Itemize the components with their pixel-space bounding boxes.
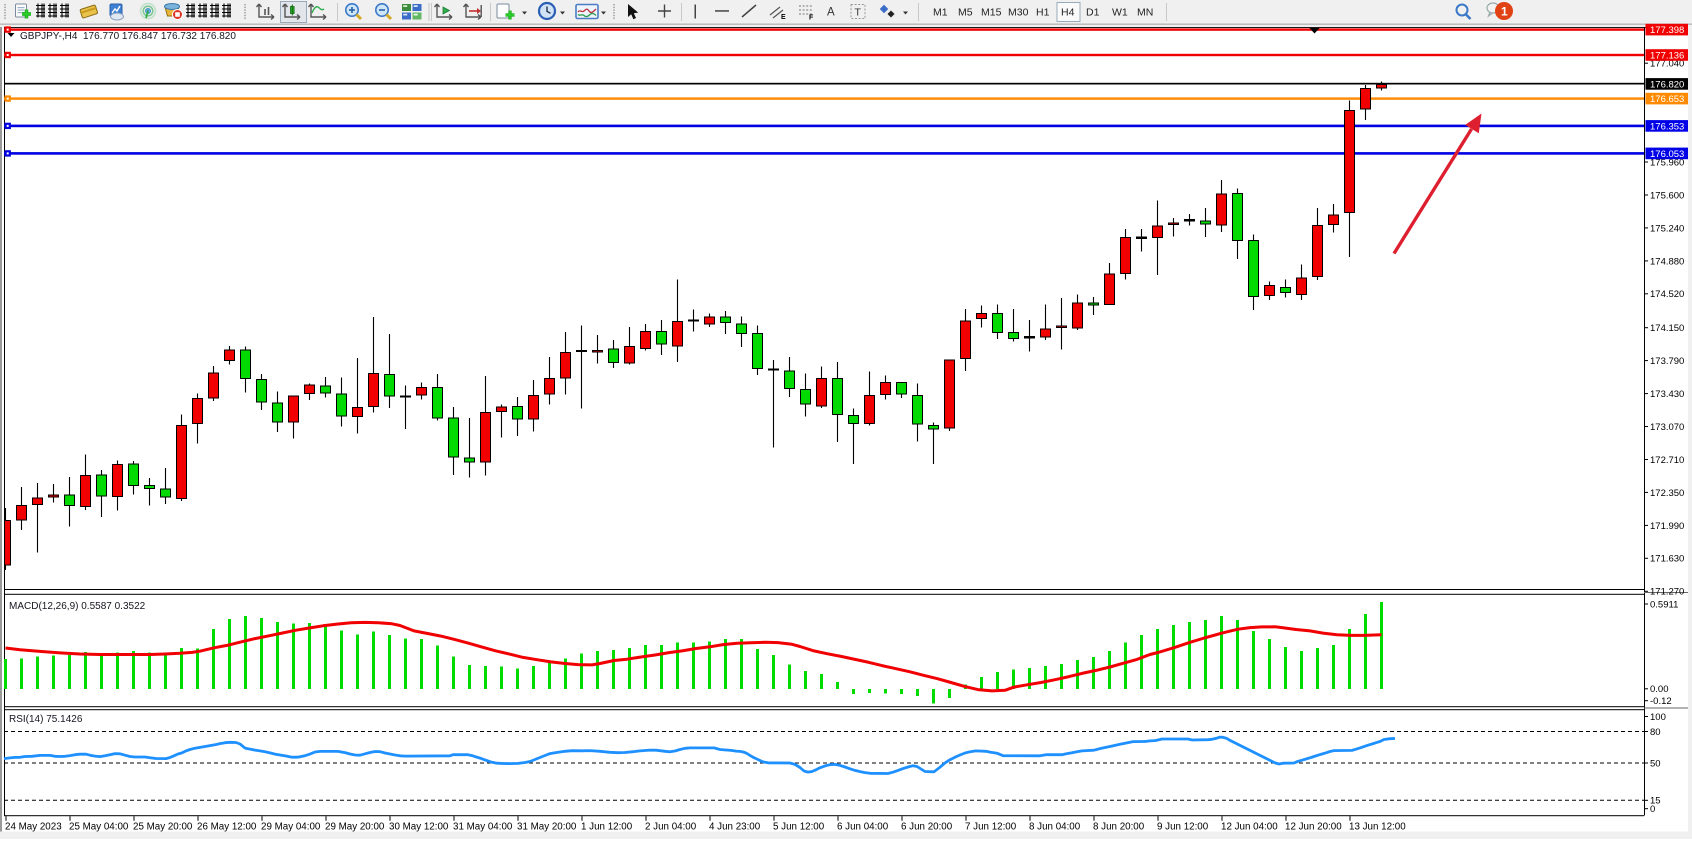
svg-text:12 Jun 04:00: 12 Jun 04:00 bbox=[1221, 821, 1278, 832]
svg-text:W1: W1 bbox=[1112, 7, 1128, 19]
svg-text:174.520: 174.520 bbox=[1650, 289, 1684, 300]
svg-text:0.00: 0.00 bbox=[1650, 684, 1669, 695]
svg-text:173.070: 173.070 bbox=[1650, 422, 1684, 433]
svg-text:0: 0 bbox=[1650, 804, 1655, 815]
svg-text:H1: H1 bbox=[1036, 7, 1050, 19]
svg-text:174.150: 174.150 bbox=[1650, 323, 1684, 334]
svg-text:175.600: 175.600 bbox=[1650, 190, 1684, 201]
svg-text:M15: M15 bbox=[981, 7, 1002, 19]
svg-text:MACD(12,26,9) 0.5587 0.3522: MACD(12,26,9) 0.5587 0.3522 bbox=[9, 601, 146, 612]
svg-text:175.960: 175.960 bbox=[1650, 157, 1684, 168]
svg-text:15: 15 bbox=[1650, 796, 1661, 807]
svg-text:T: T bbox=[855, 7, 862, 19]
svg-text:2 Jun 04:00: 2 Jun 04:00 bbox=[645, 821, 697, 832]
svg-text:6 Jun 04:00: 6 Jun 04:00 bbox=[837, 821, 889, 832]
svg-text:6 Jun 20:00: 6 Jun 20:00 bbox=[901, 821, 953, 832]
svg-text:80: 80 bbox=[1650, 727, 1661, 738]
svg-text:24 May 2023: 24 May 2023 bbox=[5, 821, 62, 832]
svg-text:RSI(14) 75.1426: RSI(14) 75.1426 bbox=[9, 714, 83, 725]
svg-text:30 May 12:00: 30 May 12:00 bbox=[389, 821, 449, 832]
svg-text:171.270: 171.270 bbox=[1650, 587, 1684, 598]
svg-text:176.820: 176.820 bbox=[1650, 79, 1684, 90]
svg-text:172.710: 172.710 bbox=[1650, 455, 1684, 466]
svg-text:100: 100 bbox=[1650, 712, 1666, 723]
svg-text:50: 50 bbox=[1650, 758, 1661, 769]
svg-text:176.653: 176.653 bbox=[1650, 94, 1684, 105]
svg-text:D1: D1 bbox=[1086, 7, 1100, 19]
svg-text:174.880: 174.880 bbox=[1650, 256, 1684, 267]
svg-text:173.430: 173.430 bbox=[1650, 389, 1684, 400]
svg-text:177.136: 177.136 bbox=[1650, 51, 1684, 62]
svg-text:176.053: 176.053 bbox=[1650, 149, 1684, 160]
svg-text:177.040: 177.040 bbox=[1650, 59, 1684, 70]
svg-text:172.350: 172.350 bbox=[1650, 488, 1684, 499]
svg-text:H4: H4 bbox=[1061, 7, 1075, 19]
svg-text:7 Jun 12:00: 7 Jun 12:00 bbox=[965, 821, 1017, 832]
svg-text:MN: MN bbox=[1137, 7, 1153, 19]
svg-text:25 May 20:00: 25 May 20:00 bbox=[133, 821, 193, 832]
svg-text:173.790: 173.790 bbox=[1650, 356, 1684, 367]
svg-text:12 Jun 20:00: 12 Jun 20:00 bbox=[1285, 821, 1342, 832]
svg-text:25 May 04:00: 25 May 04:00 bbox=[69, 821, 129, 832]
svg-text:175.240: 175.240 bbox=[1650, 223, 1684, 234]
svg-text:1 Jun 12:00: 1 Jun 12:00 bbox=[581, 821, 633, 832]
svg-text:M30: M30 bbox=[1008, 7, 1029, 19]
svg-text:31 May 04:00: 31 May 04:00 bbox=[453, 821, 513, 832]
svg-text:F: F bbox=[809, 15, 814, 22]
svg-text:9 Jun 12:00: 9 Jun 12:00 bbox=[1157, 821, 1209, 832]
svg-text:8 Jun 04:00: 8 Jun 04:00 bbox=[1029, 821, 1081, 832]
svg-text:176.353: 176.353 bbox=[1650, 121, 1684, 132]
svg-text:171.630: 171.630 bbox=[1650, 554, 1684, 565]
svg-text:5 Jun 12:00: 5 Jun 12:00 bbox=[773, 821, 825, 832]
svg-text:0.5911: 0.5911 bbox=[1650, 599, 1678, 610]
svg-text:8 Jun 20:00: 8 Jun 20:00 bbox=[1093, 821, 1145, 832]
svg-text:M1: M1 bbox=[933, 7, 948, 19]
svg-text:13 Jun 12:00: 13 Jun 12:00 bbox=[1349, 821, 1406, 832]
svg-text:171.990: 171.990 bbox=[1650, 521, 1684, 532]
svg-text:-0.12: -0.12 bbox=[1650, 696, 1672, 707]
svg-text:E: E bbox=[781, 14, 786, 21]
svg-text:A: A bbox=[827, 7, 835, 19]
svg-text:4 Jun 23:00: 4 Jun 23:00 bbox=[709, 821, 761, 832]
svg-text:M5: M5 bbox=[958, 7, 973, 19]
svg-text:177.398: 177.398 bbox=[1650, 25, 1684, 36]
svg-text:GBPJPY-,H4 176.770 176.847 17: GBPJPY-,H4 176.770 176.847 176.732 176.8… bbox=[20, 31, 236, 42]
svg-text:29 May 04:00: 29 May 04:00 bbox=[261, 821, 321, 832]
svg-text:1: 1 bbox=[1501, 5, 1508, 19]
svg-text:31 May 20:00: 31 May 20:00 bbox=[517, 821, 577, 832]
svg-text:26 May 12:00: 26 May 12:00 bbox=[197, 821, 257, 832]
svg-text:29 May 20:00: 29 May 20:00 bbox=[325, 821, 385, 832]
